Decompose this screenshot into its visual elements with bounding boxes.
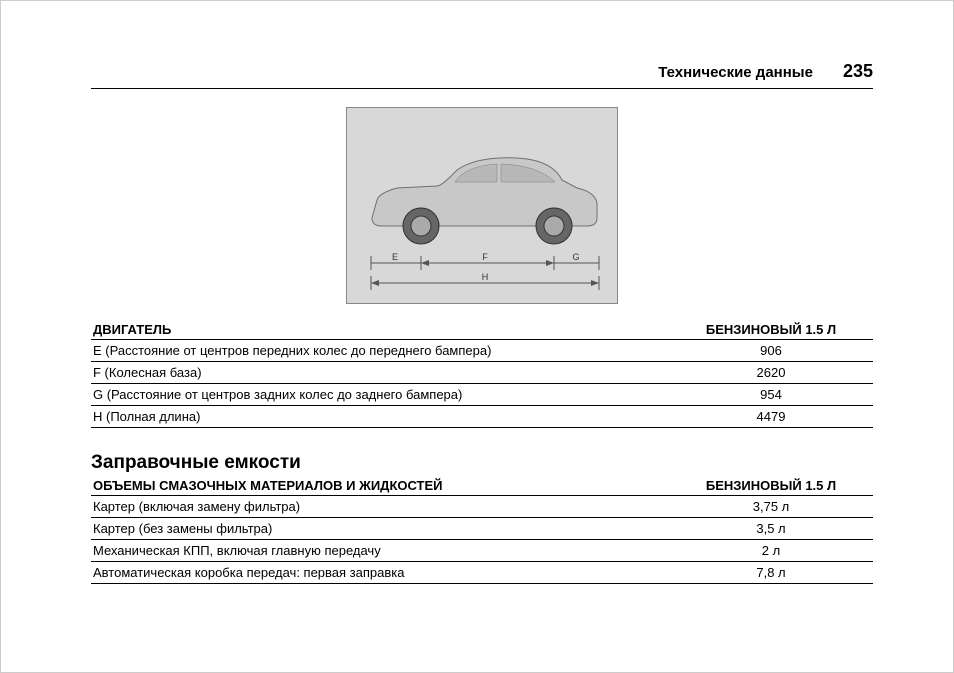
dim-label-e: E [392, 252, 398, 262]
table-row: G (Расстояние от центров задних колес до… [91, 384, 873, 406]
table-row: Картер (без замены фильтра) 3,5 л [91, 518, 873, 540]
cap-label: Автоматическая коробка передач: первая з… [91, 562, 669, 584]
dim-label: F (Колесная база) [91, 362, 669, 384]
page-number: 235 [843, 61, 873, 82]
table-row: Картер (включая замену фильтра) 3,75 л [91, 496, 873, 518]
cap-label: Картер (без замены фильтра) [91, 518, 669, 540]
car-diagram-svg: F E G H [347, 108, 617, 303]
col-header-engine: ДВИГАТЕЛЬ [91, 320, 669, 340]
col-header-variant: БЕНЗИНОВЫЙ 1.5 Л [669, 320, 873, 340]
dim-label: E (Расстояние от центров передних колес … [91, 340, 669, 362]
cap-label: Картер (включая замену фильтра) [91, 496, 669, 518]
dim-label-g: G [572, 252, 579, 262]
dim-arrow [371, 280, 379, 286]
col-header-fluids: ОБЪЕМЫ СМАЗОЧНЫХ МАТЕРИАЛОВ И ЖИДКОСТЕЙ [91, 476, 669, 496]
car-dimension-diagram: F E G H [346, 107, 618, 304]
table-header-row: ОБЪЕМЫ СМАЗОЧНЫХ МАТЕРИАЛОВ И ЖИДКОСТЕЙ … [91, 476, 873, 496]
front-wheel-hub-icon [411, 216, 431, 236]
diagram-container: F E G H [91, 107, 873, 304]
cap-label: Механическая КПП, включая главную переда… [91, 540, 669, 562]
cap-value: 7,8 л [669, 562, 873, 584]
dim-value: 4479 [669, 406, 873, 428]
table-row: E (Расстояние от центров передних колес … [91, 340, 873, 362]
page-header: Технические данные 235 [91, 61, 873, 89]
capacities-table: ОБЪЕМЫ СМАЗОЧНЫХ МАТЕРИАЛОВ И ЖИДКОСТЕЙ … [91, 476, 873, 584]
dim-arrow [591, 280, 599, 286]
table-header-row: ДВИГАТЕЛЬ БЕНЗИНОВЫЙ 1.5 Л [91, 320, 873, 340]
header-title: Технические данные [658, 64, 813, 81]
table-row: Механическая КПП, включая главную переда… [91, 540, 873, 562]
dim-value: 906 [669, 340, 873, 362]
dim-arrow [546, 260, 554, 266]
dim-label-f: F [482, 252, 488, 262]
table-row: F (Колесная база) 2620 [91, 362, 873, 384]
dim-arrow [421, 260, 429, 266]
dim-value: 2620 [669, 362, 873, 384]
table-row: Автоматическая коробка передач: первая з… [91, 562, 873, 584]
cap-value: 3,75 л [669, 496, 873, 518]
section-title-capacities: Заправочные емкости [91, 452, 873, 474]
page: Технические данные 235 F [0, 0, 954, 673]
col-header-variant: БЕНЗИНОВЫЙ 1.5 Л [669, 476, 873, 496]
cap-value: 3,5 л [669, 518, 873, 540]
dim-label: H (Полная длина) [91, 406, 669, 428]
rear-wheel-hub-icon [544, 216, 564, 236]
dim-label-h: H [482, 272, 489, 282]
dim-label: G (Расстояние от центров задних колес до… [91, 384, 669, 406]
engine-dimensions-table: ДВИГАТЕЛЬ БЕНЗИНОВЫЙ 1.5 Л E (Расстояние… [91, 320, 873, 428]
table-row: H (Полная длина) 4479 [91, 406, 873, 428]
cap-value: 2 л [669, 540, 873, 562]
dim-value: 954 [669, 384, 873, 406]
